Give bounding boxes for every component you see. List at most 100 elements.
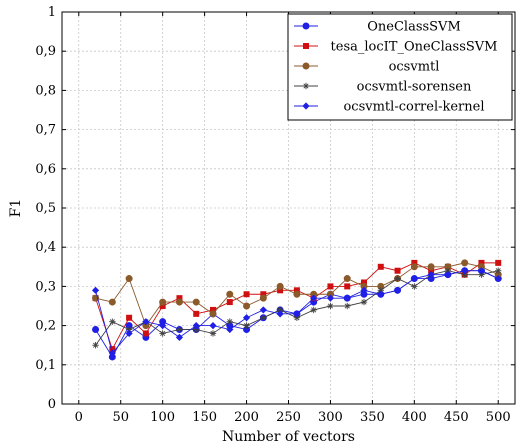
x-tick-label: 350 <box>360 410 385 425</box>
data-point-tesa-locit-oneclasssvm <box>478 259 485 266</box>
data-point-tesa-locit-oneclasssvm <box>327 283 334 290</box>
y-tick-label: 1 <box>48 5 56 20</box>
data-point-tesa-locit-oneclasssvm <box>210 306 216 313</box>
x-tick-label: 50 <box>112 410 129 425</box>
data-point-ocsvmtl <box>159 298 167 306</box>
data-point-ocsvmtl-correl-kernel <box>226 325 234 334</box>
data-point-ocsvmtl-sorensen <box>92 342 99 349</box>
y-tick-label: 0,5 <box>35 201 56 216</box>
data-point-ocsvmtl-correl-kernel <box>377 290 385 298</box>
legend-marker <box>302 102 310 110</box>
y-axis-ticks: 0 0,1 0,2 0,3 0,4 0,5 0,6 0,7 0,8 0,9 1 <box>35 5 515 412</box>
x-tick-label: 400 <box>402 410 427 425</box>
data-point-tesa-locit-oneclasssvm <box>411 259 418 266</box>
data-point-ocsvmtl-sorensen <box>344 302 351 310</box>
x-tick-label: 200 <box>234 410 259 425</box>
data-point-ocsvmtl-correl-kernel <box>142 318 150 326</box>
legend-label: tesa_locIT_OneClassSVM <box>331 40 498 55</box>
data-point-ocsvmtl-correl-kernel <box>209 322 217 330</box>
data-point-ocsvmtl-sorensen <box>276 306 284 314</box>
data-point-ocsvmtl-correl-kernel <box>477 267 486 275</box>
data-point-ocsvmtl <box>108 298 116 306</box>
y-tick-label: 0,4 <box>35 240 56 255</box>
x-tick-label: 250 <box>276 410 301 425</box>
data-point-ocsvmtl <box>192 298 200 306</box>
data-point-ocsvmtl <box>410 263 418 271</box>
data-point-ocsvmtl-correl-kernel <box>192 322 200 330</box>
data-point-ocsvmtl-correl-kernel <box>125 329 133 338</box>
data-point-ocsvmtl-sorensen <box>293 314 301 321</box>
series-layer <box>91 259 502 361</box>
x-axis-ticks: 0 50 100 150 200 250 300 350 400 450 500 <box>75 12 511 425</box>
data-point-ocsvmtl-correl-kernel <box>276 310 284 318</box>
data-point-ocsvmtl-correl-kernel <box>494 274 502 283</box>
data-point-ocsvmtl <box>243 302 251 310</box>
data-point-ocsvmtl-correl-kernel <box>343 294 351 302</box>
data-point-ocsvmtl-sorensen <box>360 298 368 306</box>
data-point-ocsvmtl <box>259 294 267 302</box>
legend-item-tesa-locit-oneclasssvm: tesa_locIT_OneClassSVM <box>294 40 497 55</box>
data-point-tesa-locit-oneclasssvm <box>495 259 502 266</box>
legend-marker <box>302 82 310 90</box>
data-point-tesa-locit-oneclasssvm <box>361 279 367 286</box>
data-point-tesa-locit-oneclasssvm <box>226 299 233 306</box>
x-tick-label: 300 <box>318 410 343 425</box>
data-point-ocsvmtl-sorensen <box>243 322 250 329</box>
data-point-ocsvmtl-correl-kernel <box>310 294 318 302</box>
legend: OneClassSVM tesa_locIT_OneClassSVMocsvmtl… <box>287 13 513 121</box>
legend-item-ocsvmtl-sorensen: ocsvmtl-sorensen <box>294 80 472 95</box>
data-point-ocsvmtl <box>427 263 435 271</box>
legend-marker <box>302 22 310 30</box>
series-ocsvmtl-sorensen <box>92 267 502 349</box>
series-tesa-locit-oneclasssvm <box>92 259 502 353</box>
data-point-tesa-locit-oneclasssvm <box>293 287 300 294</box>
data-point-ocsvmtl-sorensen <box>226 318 233 325</box>
data-point-ocsvmtl <box>209 310 217 318</box>
x-tick-label: 0 <box>75 410 83 425</box>
x-tick-label: 500 <box>486 410 511 425</box>
y-tick-label: 0,3 <box>35 279 56 294</box>
series-line-tesa-locit-oneclasssvm <box>95 262 499 351</box>
data-point-ocsvmtl <box>461 259 469 267</box>
data-point-ocsvmtl <box>293 290 301 298</box>
data-point-ocsvmtl-sorensen <box>327 302 334 310</box>
data-point-ocsvmtl-correl-kernel <box>444 271 452 279</box>
y-tick-label: 0,9 <box>35 44 56 59</box>
y-tick-label: 0,7 <box>35 123 56 138</box>
legend-box <box>287 13 513 121</box>
data-point-ocsvmtl-correl-kernel <box>293 310 301 318</box>
x-tick-label: 150 <box>192 410 217 425</box>
data-point-ocsvmtl-correl-kernel <box>461 267 469 275</box>
data-point-ocsvmtl <box>343 275 351 283</box>
data-point-ocsvmtl-correl-kernel <box>108 349 116 357</box>
data-point-tesa-locit-oneclasssvm <box>159 303 166 309</box>
data-point-tesa-locit-oneclasssvm <box>243 291 250 298</box>
data-point-tesa-locit-oneclasssvm <box>142 330 149 337</box>
data-point-ocsvmtl-sorensen <box>310 306 317 314</box>
legend-marker <box>302 62 310 70</box>
data-point-tesa-locit-oneclasssvm <box>394 267 401 274</box>
data-point-ocsvmtl-correl-kernel <box>427 271 435 279</box>
data-point-tesa-locit-oneclasssvm <box>260 291 267 298</box>
data-point-ocsvmtl <box>175 298 183 306</box>
data-point-tesa-locit-oneclasssvm <box>193 310 200 317</box>
x-axis-label: Number of vectors <box>222 429 355 445</box>
data-point-ocsvmtl-correl-kernel <box>410 274 418 283</box>
data-point-ocsvmtl-correl-kernel <box>360 286 368 294</box>
y-tick-label: 0,2 <box>35 319 56 334</box>
data-point-tesa-locit-oneclasssvm <box>377 263 384 270</box>
legend-item-ocsvmtl-correl-kernel: ocsvmtl-correl-kernel <box>294 100 485 115</box>
data-point-ocsvmtl-correl-kernel <box>242 314 251 322</box>
x-tick-label: 100 <box>150 410 175 425</box>
data-point-tesa-locit-oneclasssvm <box>126 314 133 321</box>
data-point-tesa-locit-oneclasssvm <box>344 283 351 290</box>
y-tick-label: 0,8 <box>35 83 56 98</box>
y-axis-label: F1 <box>8 199 24 218</box>
data-point-ocsvmtl <box>226 290 234 298</box>
data-point-ocsvmtl-sorensen <box>159 330 166 337</box>
legend-label: ocsvmtl-sorensen <box>357 80 472 95</box>
legend-label: ocsvmtl-correl-kernel <box>343 100 484 115</box>
data-point-tesa-locit-oneclasssvm <box>109 346 116 353</box>
data-point-ocsvmtl-sorensen <box>260 314 267 321</box>
